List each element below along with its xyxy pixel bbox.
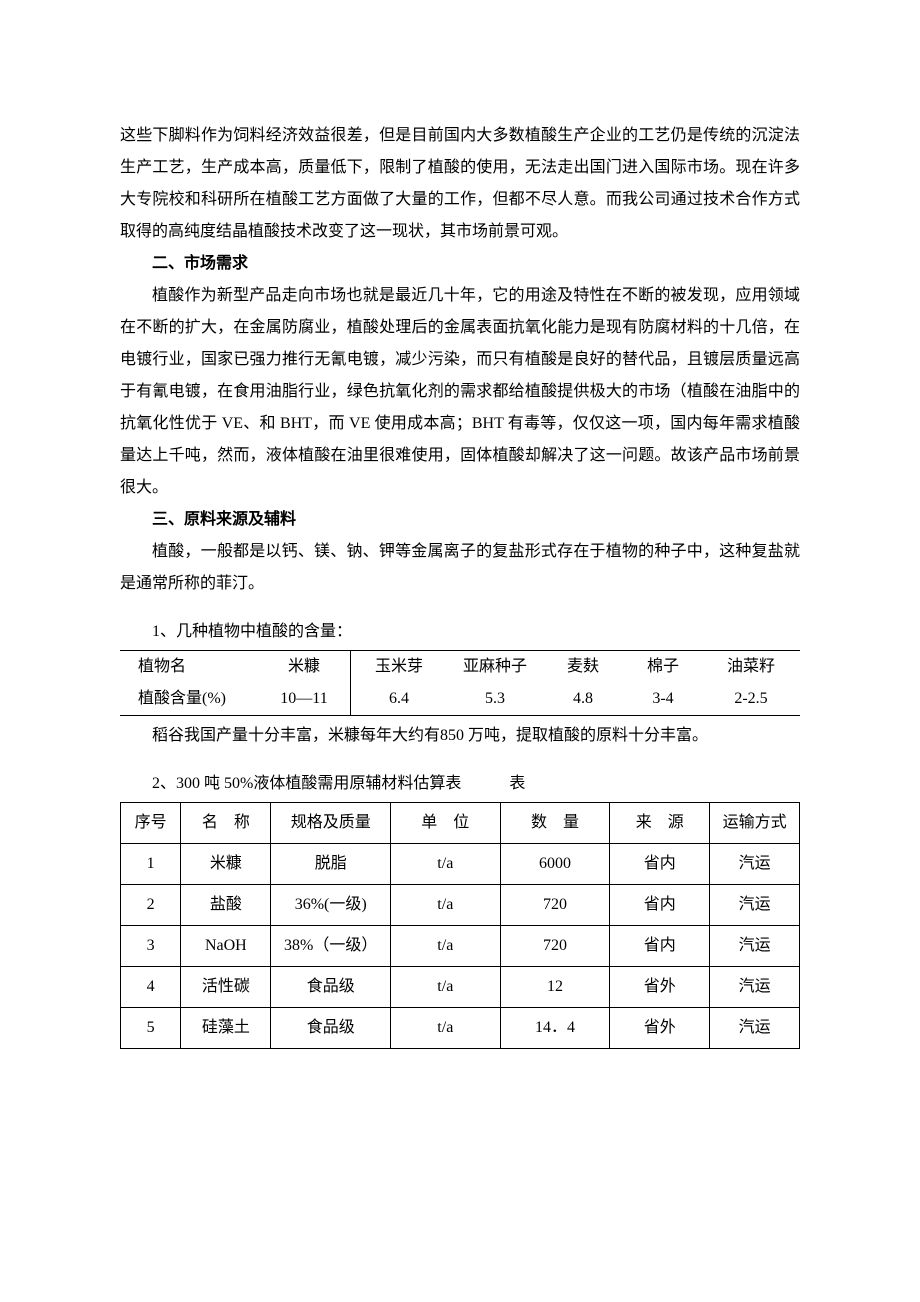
table1-row-label: 植酸含量(%) (120, 683, 258, 715)
table1-cell: 3-4 (623, 683, 703, 715)
table2-cell: 720 (500, 926, 610, 967)
table1-cell: 2-2.5 (703, 683, 799, 715)
table2-cell: 38%（一级） (271, 926, 391, 967)
table-row: 3 NaOH 38%（一级） t/a 720 省内 汽运 (121, 926, 800, 967)
table-row: 1 米糠 脱脂 t/a 6000 省内 汽运 (121, 844, 800, 885)
paragraph-1: 这些下脚料作为饲料经济效益很差，但是目前国内大多数植酸生产企业的工艺仍是传统的沉… (120, 120, 800, 248)
table-row: 2 盐酸 36%(一级) t/a 720 省内 汽运 (121, 885, 800, 926)
table2-cell: 省外 (610, 967, 710, 1008)
table1-header: 亚麻种子 (447, 651, 543, 683)
table2-cell: 14．4 (500, 1008, 610, 1049)
table-row: 5 硅藻土 食品级 t/a 14．4 省外 汽运 (121, 1008, 800, 1049)
table2-col-5: 来 源 (610, 803, 710, 844)
table2-cell: 食品级 (271, 1008, 391, 1049)
table2-cell: t/a (390, 844, 500, 885)
table2-cell: 省内 (610, 885, 710, 926)
table2-col-4: 数 量 (500, 803, 610, 844)
table2-cell: 省内 (610, 926, 710, 967)
table2-col-3: 单 位 (390, 803, 500, 844)
table2-cell: 1 (121, 844, 181, 885)
table2-cell: 汽运 (710, 844, 800, 885)
table2-cell: 盐酸 (181, 885, 271, 926)
table2-col-6: 运输方式 (710, 803, 800, 844)
table2-cell: 5 (121, 1008, 181, 1049)
table2-cell: t/a (390, 1008, 500, 1049)
table2-cell: 活性碳 (181, 967, 271, 1008)
heading-3: 三、原料来源及辅料 (120, 504, 800, 536)
table1-cell: 10—11 (258, 683, 351, 715)
table2-cell: 米糠 (181, 844, 271, 885)
table1-header-row: 植物名 米糠 玉米芽 亚麻种子 麦麸 棉子 油菜籽 (120, 651, 800, 683)
table1: 植物名 米糠 玉米芽 亚麻种子 麦麸 棉子 油菜籽 植酸含量(%) 10—11 … (120, 650, 800, 716)
table2-cell: 4 (121, 967, 181, 1008)
table2-cell: 汽运 (710, 967, 800, 1008)
table1-header: 米糠 (258, 651, 351, 683)
table2-col-1: 名 称 (181, 803, 271, 844)
table1-header: 棉子 (623, 651, 703, 683)
table2-cell: 食品级 (271, 967, 391, 1008)
table2-cell: t/a (390, 926, 500, 967)
table2-cell: 省内 (610, 844, 710, 885)
table2-cell: 省外 (610, 1008, 710, 1049)
table1-caption: 1、几种植物中植酸的含量： (120, 616, 800, 648)
table2-cell: t/a (390, 967, 500, 1008)
table2-cell: 2 (121, 885, 181, 926)
table2-cell: 脱脂 (271, 844, 391, 885)
paragraph-2: 植酸作为新型产品走向市场也就是最近几十年，它的用途及特性在不断的被发现，应用领域… (120, 280, 800, 504)
table2-caption: 2、300 吨 50%液体植酸需用原辅材料估算表 表 (120, 768, 800, 800)
table-row: 4 活性碳 食品级 t/a 12 省外 汽运 (121, 967, 800, 1008)
table2-cell: 720 (500, 885, 610, 926)
table2-cell: 6000 (500, 844, 610, 885)
table1-data-row: 植酸含量(%) 10—11 6.4 5.3 4.8 3-4 2-2.5 (120, 683, 800, 715)
table2-cell: 汽运 (710, 1008, 800, 1049)
table1-header: 玉米芽 (351, 651, 447, 683)
spacer (120, 752, 800, 768)
table2-cell: 3 (121, 926, 181, 967)
table1-header: 植物名 (120, 651, 258, 683)
table1-header: 油菜籽 (703, 651, 799, 683)
table2-caption-text: 2、300 吨 50%液体植酸需用原辅材料估算表 (152, 775, 461, 792)
table2-cell: 汽运 (710, 926, 800, 967)
table1-cell: 6.4 (351, 683, 447, 715)
table2-header-row: 序号 名 称 规格及质量 单 位 数 量 来 源 运输方式 (121, 803, 800, 844)
table2-cell: 12 (500, 967, 610, 1008)
table1-cell: 4.8 (543, 683, 623, 715)
table2-col-0: 序号 (121, 803, 181, 844)
table2-col-2: 规格及质量 (271, 803, 391, 844)
document-page: 这些下脚料作为饲料经济效益很差，但是目前国内大多数植酸生产企业的工艺仍是传统的沉… (0, 0, 920, 1302)
spacer (120, 600, 800, 616)
table2-cell: NaOH (181, 926, 271, 967)
table2: 序号 名 称 规格及质量 单 位 数 量 来 源 运输方式 1 米糠 脱脂 t/… (120, 802, 800, 1049)
table2-cell: 硅藻土 (181, 1008, 271, 1049)
table2-cell: 36%(一级) (271, 885, 391, 926)
table1-note: 稻谷我国产量十分丰富，米糠每年大约有850 万吨，提取植酸的原料十分丰富。 (120, 720, 800, 752)
table1-cell: 5.3 (447, 683, 543, 715)
paragraph-3: 植酸，一般都是以钙、镁、钠、钾等金属离子的复盐形式存在于植物的种子中，这种复盐就… (120, 536, 800, 600)
table1-header: 麦麸 (543, 651, 623, 683)
heading-2: 二、市场需求 (120, 248, 800, 280)
table2-caption-suffix: 表 (509, 775, 525, 792)
table2-cell: t/a (390, 885, 500, 926)
table2-cell: 汽运 (710, 885, 800, 926)
